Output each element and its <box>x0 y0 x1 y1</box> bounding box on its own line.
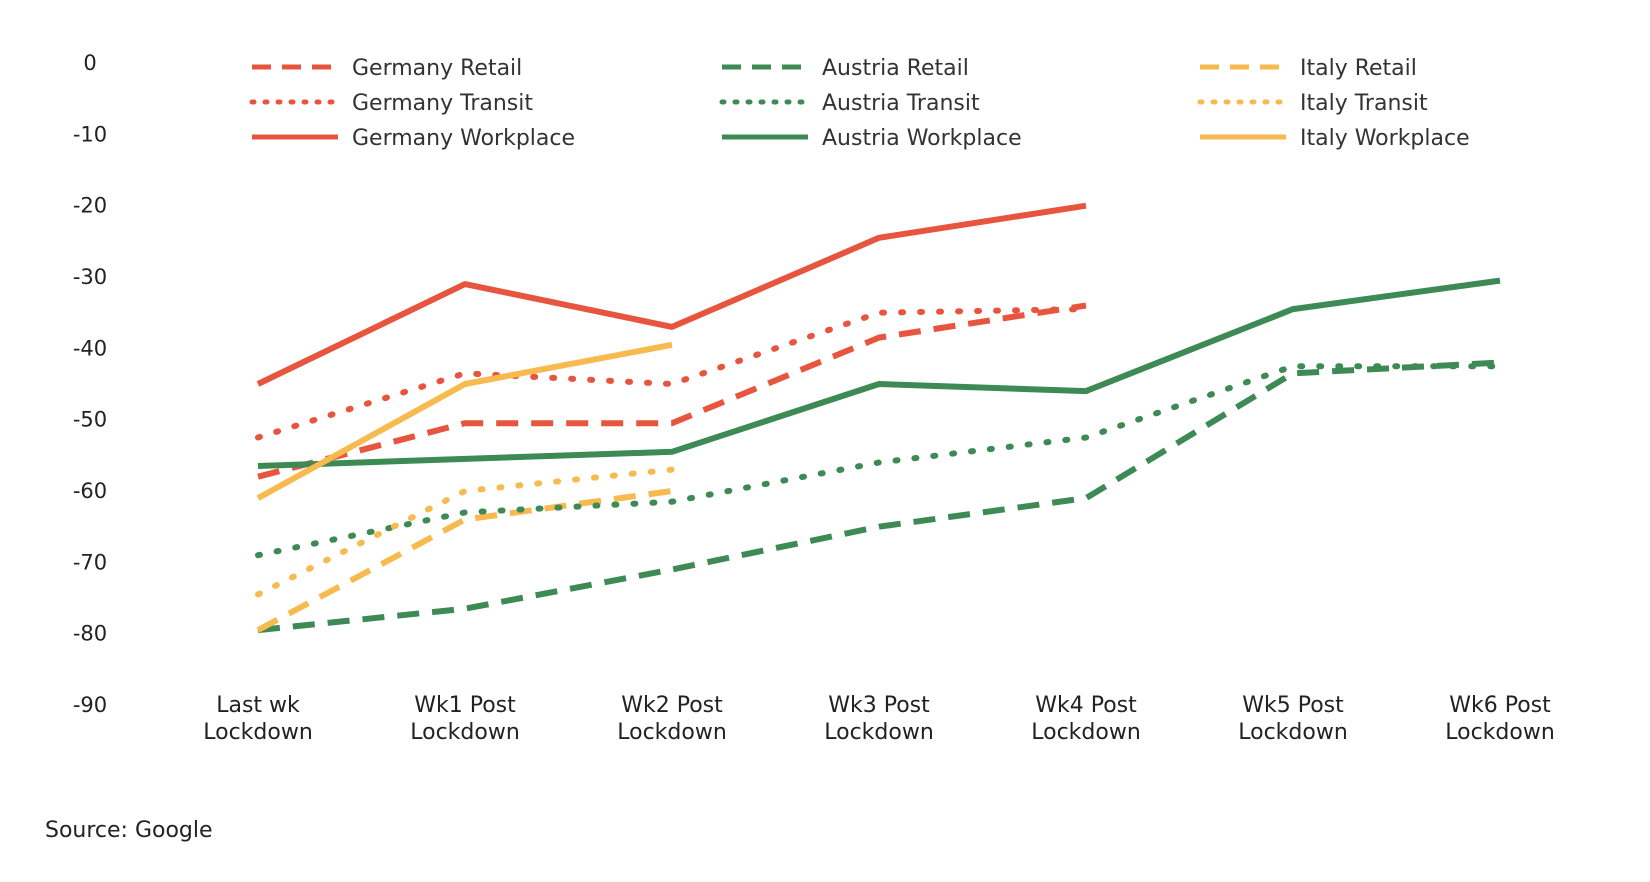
y-tick-label: -10 <box>73 122 107 146</box>
legend-label: Germany Workplace <box>352 126 575 151</box>
plot-area <box>255 202 1503 634</box>
legend-label: Austria Retail <box>822 56 969 81</box>
x-tick-label: Wk3 Post Lockdown <box>824 693 934 745</box>
x-axis: Last wk Lockdown Wk1 Post Lockdown Wk2 Post L… <box>203 693 1555 745</box>
legend-item-italy-workplace: Italy Workplace <box>1200 126 1470 151</box>
series-line-austria-transit <box>255 363 1503 559</box>
source-note: Source: Google <box>45 818 213 843</box>
legend-item-italy-retail: Italy Retail <box>1200 56 1417 81</box>
y-tick-label: -30 <box>73 265 107 289</box>
legend-label: Italy Workplace <box>1300 126 1470 151</box>
y-tick-label: -50 <box>73 408 107 432</box>
y-tick-label: -80 <box>73 622 107 646</box>
x-tick-label: Wk2 Post Lockdown <box>617 693 727 745</box>
y-tick-label: -20 <box>73 194 107 218</box>
legend: Germany Retail Austria Retail Italy Retail… <box>249 56 1470 151</box>
series-line-austria-workplace <box>257 277 1501 469</box>
legend-item-austria-retail: Austria Retail <box>722 56 969 81</box>
legend-label: Germany Retail <box>352 56 522 81</box>
legend-item-austria-workplace: Austria Workplace <box>722 126 1022 151</box>
series-line-italy-retail <box>256 488 673 633</box>
series-line-germany-retail <box>257 302 1087 480</box>
legend-item-italy-transit: Italy Transit <box>1197 91 1428 116</box>
y-tick-label: -70 <box>73 550 107 574</box>
legend-label: Austria Workplace <box>822 126 1022 151</box>
series-line-germany-workplace <box>256 202 1087 387</box>
legend-item-austria-transit: Austria Transit <box>719 91 980 116</box>
legend-label: Italy Transit <box>1300 91 1428 116</box>
x-tick-label: Wk4 Post Lockdown <box>1031 693 1141 745</box>
x-tick-label: Wk1 Post Lockdown <box>410 693 520 745</box>
y-tick-label: -60 <box>73 479 107 503</box>
y-tick-label: -40 <box>73 336 107 360</box>
legend-item-germany-retail: Germany Retail <box>252 56 522 81</box>
legend-label: Germany Transit <box>352 91 533 116</box>
series-line-austria-retail <box>257 359 1501 634</box>
legend-item-germany-workplace: Germany Workplace <box>252 126 575 151</box>
x-tick-label: Wk6 Post Lockdown <box>1445 693 1555 745</box>
series-line-italy-workplace <box>256 341 673 501</box>
x-tick-label: Last wk Lockdown <box>203 693 313 745</box>
legend-label: Italy Retail <box>1300 56 1417 81</box>
series-line-italy-transit <box>255 466 675 598</box>
y-tick-label: 0 <box>83 51 96 75</box>
x-tick-label: Wk5 Post Lockdown <box>1238 693 1348 745</box>
y-axis: 0 -10 -20 -30 -40 -50 -60 -70 -80 -90 <box>73 51 107 717</box>
legend-item-germany-transit: Germany Transit <box>249 91 533 116</box>
legend-label: Austria Transit <box>822 91 980 116</box>
y-tick-label: -90 <box>73 693 107 717</box>
